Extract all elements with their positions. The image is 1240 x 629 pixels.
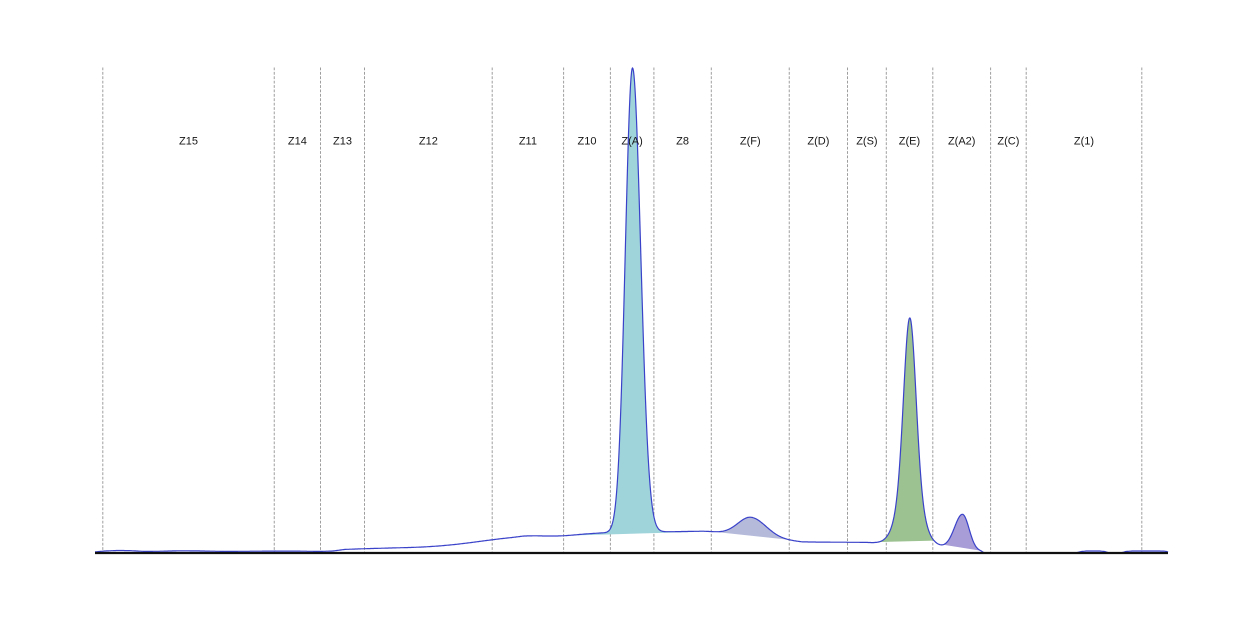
- svg-text:Z12: Z12: [419, 136, 438, 148]
- svg-text:Z(S): Z(S): [856, 136, 877, 148]
- svg-text:Z13: Z13: [333, 136, 352, 148]
- svg-text:Z10: Z10: [578, 136, 597, 148]
- svg-text:Z15: Z15: [179, 136, 198, 148]
- svg-text:Z11: Z11: [519, 136, 537, 148]
- svg-text:Z14: Z14: [288, 136, 307, 148]
- svg-text:Z(A): Z(A): [621, 136, 642, 148]
- svg-text:Z(A2): Z(A2): [948, 136, 976, 148]
- svg-text:Z8: Z8: [676, 136, 689, 148]
- svg-text:Z(1): Z(1): [1074, 136, 1094, 148]
- svg-text:Z(E): Z(E): [899, 136, 920, 148]
- svg-text:Z(D): Z(D): [807, 136, 829, 148]
- svg-text:Z(F): Z(F): [740, 136, 761, 148]
- svg-text:Z(C): Z(C): [997, 136, 1019, 148]
